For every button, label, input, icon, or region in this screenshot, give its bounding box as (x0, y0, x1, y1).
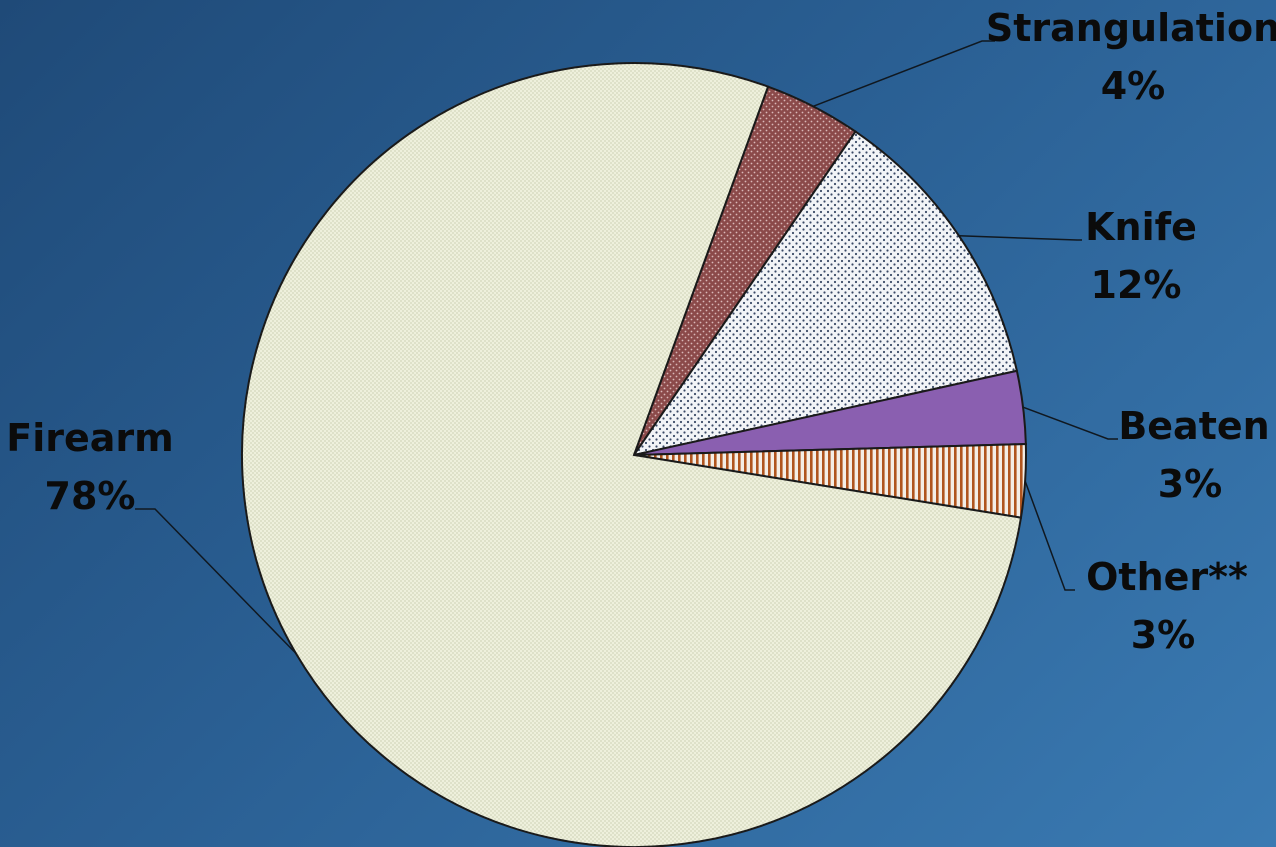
label-strangulation-value: 4% (1101, 64, 1166, 108)
pie-slice-knife (631, 130, 1019, 457)
label-strangulation-name: Strangulation (986, 6, 1276, 50)
leader-line-other (1024, 480, 1075, 591)
leader-line-beaten (1022, 406, 1118, 440)
label-beaten-value: 3% (1158, 462, 1223, 506)
leader-line-knife (958, 235, 1082, 241)
label-other-name: Other** (1086, 555, 1248, 599)
pie-slices (241, 62, 1027, 847)
label-other-value: 3% (1131, 613, 1196, 657)
leader-lines (135, 40, 1118, 654)
leader-line-strangulation (812, 40, 995, 107)
label-knife-value: 12% (1091, 263, 1182, 307)
label-beaten-name: Beaten (1118, 404, 1269, 448)
label-firearm-name: Firearm (6, 416, 173, 460)
label-firearm-value: 78% (45, 474, 136, 518)
label-knife-name: Knife (1085, 205, 1197, 249)
leader-line-firearm (135, 508, 297, 654)
